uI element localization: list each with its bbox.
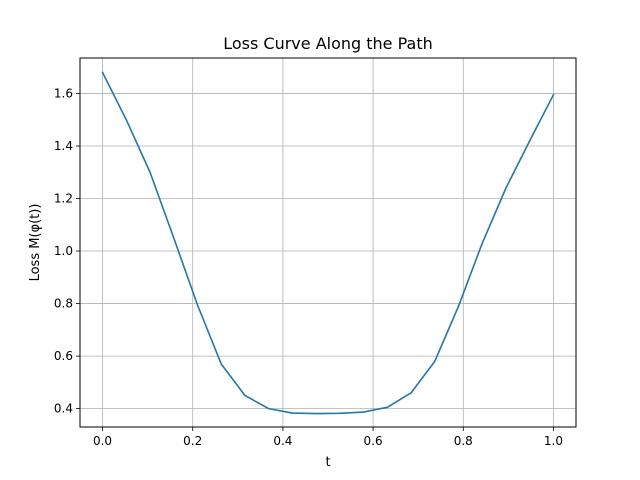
x-tick-label: 1.0 xyxy=(544,434,563,448)
x-tick-label: 0.2 xyxy=(183,434,202,448)
y-tick-label: 1.4 xyxy=(54,139,73,153)
x-tick-label: 0.6 xyxy=(364,434,383,448)
y-tick-label: 0.6 xyxy=(54,349,73,363)
plot-frame xyxy=(79,57,577,428)
x-tick-label: 0.4 xyxy=(273,434,292,448)
x-axis-title: t xyxy=(325,455,330,470)
chart-title: Loss Curve Along the Path xyxy=(223,34,433,53)
series-line xyxy=(101,71,555,415)
x-tick-label: 0.0 xyxy=(93,434,112,448)
y-axis-title: Loss M(φ(t)) xyxy=(28,204,43,282)
x-tick-label: 0.8 xyxy=(454,434,473,448)
y-tick-label: 1.2 xyxy=(54,192,73,206)
grid xyxy=(80,58,576,427)
y-tick-label: 0.8 xyxy=(54,297,73,311)
y-tick-label: 1.6 xyxy=(54,86,73,100)
y-tick-label: 0.4 xyxy=(54,402,73,416)
series-layer xyxy=(101,71,555,415)
y-tick-label: 1.0 xyxy=(54,244,73,258)
ticks: 0.0 0.2 0.4 0.6 0.8 1.0 0.4 0.6 0.8 1.0 1.2 1.4 1.6 xyxy=(54,86,563,448)
